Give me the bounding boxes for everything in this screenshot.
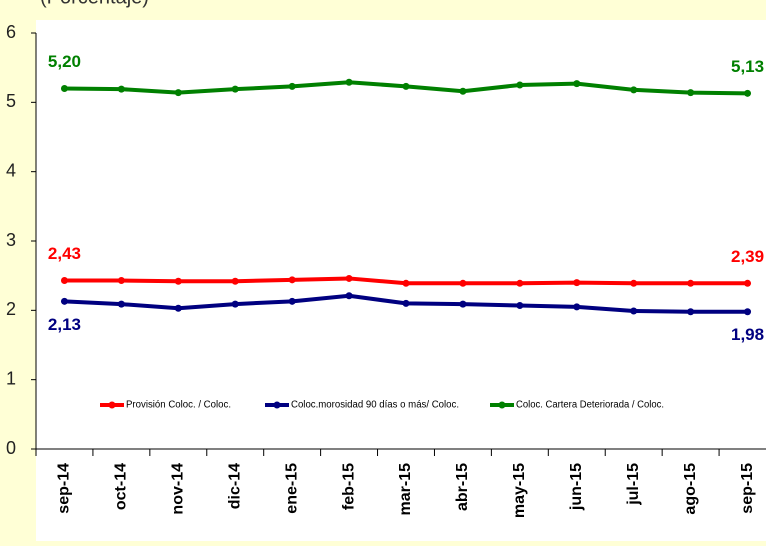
legend-label: Coloc.morosidad 90 días o más/ Coloc. bbox=[291, 400, 459, 411]
point bbox=[288, 297, 296, 305]
y-tick-label: 3 bbox=[6, 230, 16, 250]
point bbox=[117, 85, 125, 93]
point bbox=[288, 82, 296, 90]
point bbox=[573, 279, 581, 287]
chart-subtitle: (Porcentaje) bbox=[40, 0, 149, 8]
point bbox=[174, 277, 182, 285]
point bbox=[573, 303, 581, 311]
x-tick-label: ago-15 bbox=[682, 463, 699, 515]
x-tick-label: jun-15 bbox=[568, 463, 585, 511]
point bbox=[60, 297, 68, 305]
legend-label: Coloc. Cartera Deteriorada / Coloc. bbox=[516, 400, 664, 411]
x-tick-label: oct-14 bbox=[113, 463, 130, 510]
point bbox=[60, 84, 68, 92]
point bbox=[459, 87, 467, 95]
point bbox=[744, 308, 752, 316]
point bbox=[174, 89, 182, 97]
x-tick-label: sep-15 bbox=[739, 463, 756, 514]
y-tick-label: 4 bbox=[6, 160, 16, 180]
y-tick-label: 6 bbox=[6, 22, 16, 42]
point bbox=[744, 279, 752, 287]
legend-label: Provisión Coloc. / Coloc. bbox=[126, 400, 231, 411]
point bbox=[60, 277, 68, 285]
x-tick-label: feb-15 bbox=[340, 463, 357, 510]
y-tick-label: 5 bbox=[6, 91, 16, 111]
point bbox=[516, 301, 524, 309]
point bbox=[231, 85, 239, 93]
x-tick-label: mar-15 bbox=[397, 463, 414, 516]
x-tick-label: dic-14 bbox=[226, 463, 243, 509]
value-label: 2,13 bbox=[48, 315, 81, 334]
point bbox=[174, 304, 182, 312]
point bbox=[231, 300, 239, 308]
point bbox=[345, 78, 353, 86]
point bbox=[402, 279, 410, 287]
value-label: 1,98 bbox=[731, 325, 764, 344]
point bbox=[402, 82, 410, 90]
y-tick-label: 0 bbox=[6, 438, 16, 458]
point bbox=[687, 308, 695, 316]
point bbox=[687, 279, 695, 287]
point bbox=[630, 279, 638, 287]
x-tick-label: may-15 bbox=[511, 463, 528, 518]
point bbox=[687, 89, 695, 97]
point bbox=[117, 300, 125, 308]
x-tick-label: abr-15 bbox=[454, 463, 471, 511]
legend-marker bbox=[498, 401, 506, 409]
x-tick-label: sep-14 bbox=[56, 463, 73, 514]
point bbox=[345, 274, 353, 282]
point bbox=[630, 86, 638, 94]
point bbox=[573, 80, 581, 88]
value-label: 5,20 bbox=[48, 52, 81, 71]
value-label: 2,43 bbox=[48, 244, 81, 263]
point bbox=[459, 279, 467, 287]
point bbox=[516, 279, 524, 287]
y-tick-label: 1 bbox=[6, 368, 16, 388]
value-label: 5,13 bbox=[731, 57, 764, 76]
point bbox=[516, 81, 524, 89]
point bbox=[402, 299, 410, 307]
point bbox=[231, 277, 239, 285]
legend-marker bbox=[273, 401, 281, 409]
point bbox=[459, 300, 467, 308]
x-tick-label: ene-15 bbox=[283, 463, 300, 514]
x-tick-label: nov-14 bbox=[170, 463, 187, 515]
point bbox=[288, 276, 296, 284]
point bbox=[630, 307, 638, 315]
y-tick-label: 2 bbox=[6, 299, 16, 319]
x-tick-label: jul-15 bbox=[625, 463, 642, 506]
legend-marker bbox=[108, 401, 116, 409]
point bbox=[744, 89, 752, 97]
point bbox=[117, 277, 125, 285]
point bbox=[345, 292, 353, 300]
value-label: 2,39 bbox=[731, 247, 764, 266]
